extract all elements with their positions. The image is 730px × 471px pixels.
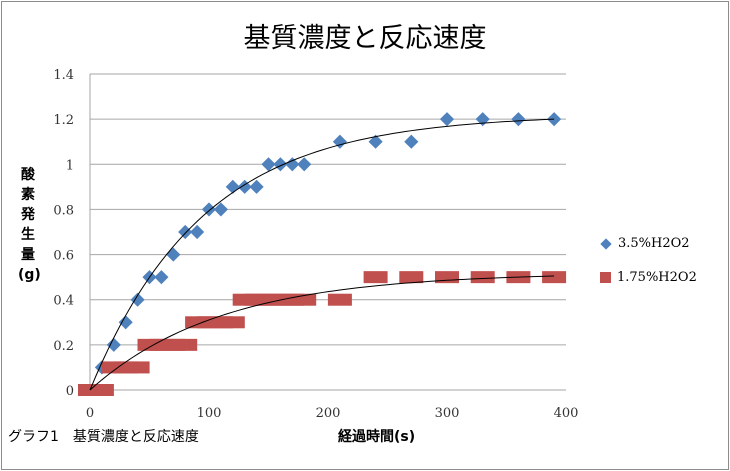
y-axis-label: 酸素発生量(g) [18, 167, 41, 283]
data-point-diamond [213, 202, 228, 217]
data-point-diamond [332, 134, 347, 149]
data-point-diamond [285, 157, 300, 172]
data-point-square [399, 271, 424, 284]
data-point-diamond [237, 179, 252, 194]
y-tick-label: 0.6 [53, 249, 74, 264]
data-point-square [542, 271, 567, 284]
data-point-square [363, 271, 388, 284]
data-point-diamond [439, 112, 455, 127]
data-point-square [173, 338, 198, 351]
data-point-diamond [178, 224, 193, 240]
chart-caption: グラフ1 基質濃度と反応速度 [8, 429, 199, 445]
x-tick-label: 200 [316, 406, 341, 421]
legend-item-series-1: 3.5%H2O2 [600, 236, 690, 251]
data-point-diamond [201, 202, 217, 217]
data-point-square [435, 271, 459, 284]
trendline [89, 275, 555, 391]
data-point-diamond [118, 315, 133, 330]
y-tick-label: 1 [66, 158, 74, 173]
data-point-diamond [154, 270, 169, 285]
data-point-diamond [130, 292, 145, 307]
y-tick-label: 0.4 [53, 294, 74, 309]
data-point-diamond [261, 157, 276, 172]
y-tick-label: 0.2 [53, 339, 74, 354]
data-point-diamond [166, 247, 181, 262]
y-tick-label: 0.8 [53, 203, 74, 218]
data-point-diamond [297, 157, 312, 172]
y-tick-label: 0 [66, 384, 74, 399]
diamond-marker-icon [600, 237, 612, 250]
data-point-diamond [475, 112, 490, 127]
data-point-square [220, 316, 245, 329]
legend-item-series-2: 1.75%H2O2 [600, 270, 697, 285]
data-point-diamond [190, 224, 205, 240]
legend-label: 1.75%H2O2 [617, 270, 697, 285]
data-point-square [470, 271, 495, 284]
y-tick-label: 1.4 [53, 68, 74, 83]
x-axis-label: 経過時間(s) [338, 429, 416, 445]
chart-title: 基質濃度と反応速度 [243, 23, 487, 54]
square-marker-icon [600, 272, 611, 283]
x-tick-label: 400 [554, 406, 579, 421]
data-point-diamond [547, 112, 562, 127]
data-point-square [125, 361, 150, 374]
x-tick-label: 300 [435, 406, 460, 421]
legend-label: 3.5%H2O2 [618, 236, 690, 251]
data-point-diamond [249, 179, 264, 194]
data-point-diamond [511, 112, 526, 127]
trendline [89, 118, 555, 391]
data-point-diamond [368, 134, 383, 149]
data-point-diamond [404, 134, 419, 149]
x-tick-label: 100 [197, 406, 222, 421]
x-tick-label: 0 [86, 406, 94, 421]
data-point-diamond [106, 337, 121, 352]
data-point-square [89, 384, 114, 396]
data-point-square [327, 293, 352, 306]
y-tick-label: 1.2 [53, 113, 74, 128]
